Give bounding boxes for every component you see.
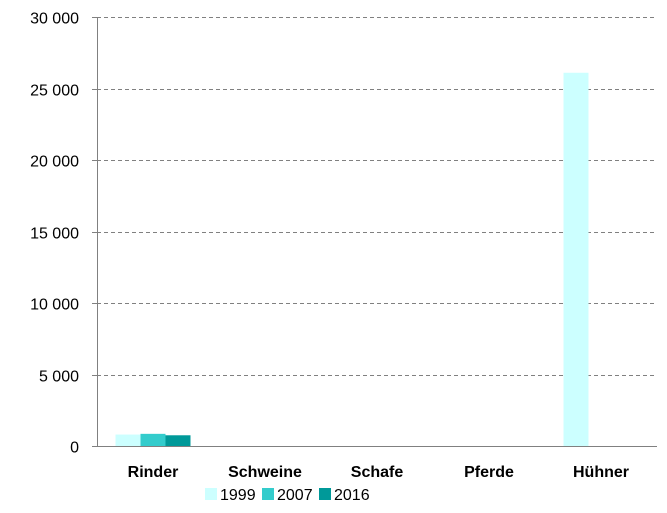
- legend-swatch: [319, 488, 331, 500]
- category-label: Hühner: [573, 464, 629, 481]
- legend-label: 2007: [277, 487, 313, 504]
- y-tick-labels: 0 5 000 10 000 15 000 20 000 25 000 30 000: [30, 11, 79, 457]
- category-label: Pferde: [464, 464, 514, 481]
- legend-swatch: [262, 488, 274, 500]
- y-tick-label: 10 000: [30, 297, 79, 314]
- legend-label: 2016: [334, 487, 370, 504]
- axes: [92, 17, 657, 447]
- y-tick-label: 15 000: [30, 226, 79, 243]
- y-tick-label: 5 000: [39, 369, 79, 386]
- bar-rinder-2016: [165, 435, 191, 446]
- legend-swatch: [205, 488, 217, 500]
- y-tick-label: 25 000: [30, 83, 79, 100]
- bar-rinder-1999: [115, 434, 141, 446]
- category-label: Schweine: [228, 464, 302, 481]
- legend-label: 1999: [220, 487, 256, 504]
- bars: [115, 72, 589, 447]
- category-labels: Rinder Schweine Schafe Pferde Hühner: [128, 464, 629, 481]
- category-label: Schafe: [351, 464, 404, 481]
- category-label: Rinder: [128, 464, 179, 481]
- bar-hühner-1999: [563, 72, 589, 447]
- bar-rinder-2007: [140, 433, 166, 446]
- legend: 1999 2007 2016: [205, 487, 370, 504]
- y-tick-label: 20 000: [30, 154, 79, 171]
- y-tick-label: 0: [70, 440, 79, 457]
- y-tick-label: 30 000: [30, 11, 79, 28]
- gridlines: [97, 17, 657, 376]
